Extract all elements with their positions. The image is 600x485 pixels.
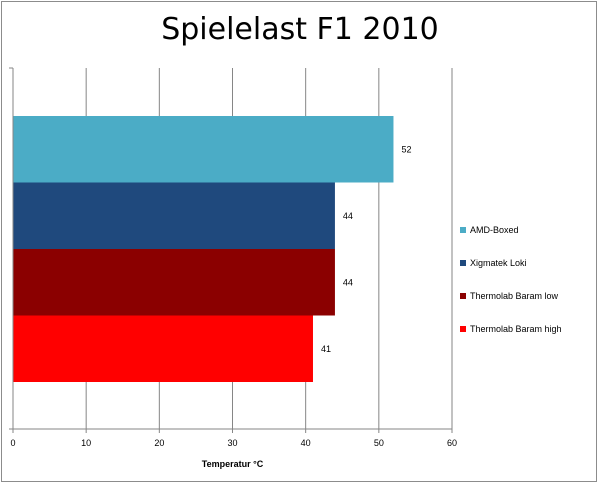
legend-swatch [460, 292, 466, 299]
legend-item: Xigmatek Loki [460, 246, 562, 279]
legend-swatch [460, 226, 466, 233]
data-label: 41 [321, 344, 331, 354]
legend-label: AMD-Boxed [470, 224, 519, 235]
data-labels: 52 44 44 41 [321, 144, 411, 354]
legend-label: Thermolab Baram low [470, 290, 559, 301]
x-tick-label: 30 [227, 438, 237, 448]
data-label: 44 [343, 277, 353, 287]
x-tick-label: 50 [374, 438, 384, 448]
chart-title: Spielelast F1 2010 [0, 12, 600, 47]
bars [13, 116, 394, 382]
chart-title-text: Spielelast F1 2010 [161, 12, 439, 47]
x-tick-label: 60 [447, 438, 457, 448]
legend-label: Thermolab Baram high [470, 323, 562, 334]
data-label: 52 [401, 144, 411, 154]
x-axis-label: Temperatur °C [201, 459, 264, 469]
x-tick-label: 20 [154, 438, 164, 448]
x-tick-label: 10 [81, 438, 91, 448]
x-tick-label: 40 [301, 438, 311, 448]
bar [13, 116, 394, 183]
bar [13, 249, 335, 316]
axes [9, 67, 452, 430]
legend: AMD-Boxed Xigmatek Loki Thermolab Baram … [460, 213, 562, 345]
legend-item: Thermolab Baram low [460, 279, 562, 312]
bar [13, 182, 335, 249]
legend-item: AMD-Boxed [460, 213, 562, 246]
bar [13, 315, 313, 382]
data-label: 44 [343, 211, 353, 221]
legend-item: Thermolab Baram high [460, 312, 562, 345]
x-tick-label: 0 [10, 438, 15, 448]
legend-swatch [460, 325, 466, 332]
legend-label: Xigmatek Loki [470, 257, 527, 268]
tick-labels: 0 10 20 30 40 50 60 [10, 438, 457, 448]
legend-swatch [460, 259, 466, 266]
